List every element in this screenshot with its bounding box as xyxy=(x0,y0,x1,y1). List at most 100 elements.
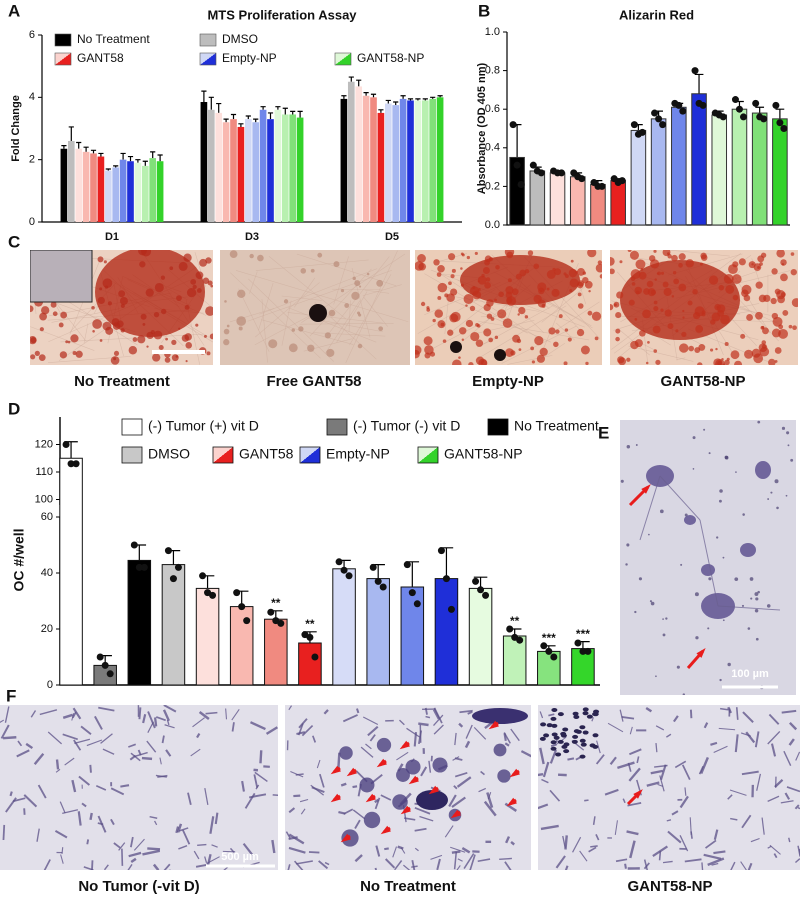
mineral-dot xyxy=(490,317,495,321)
cell xyxy=(780,800,794,804)
dense-cell xyxy=(550,716,557,721)
bar xyxy=(340,98,348,222)
dense-cell xyxy=(573,715,580,720)
mineral-dot xyxy=(137,335,146,344)
cell xyxy=(430,854,443,860)
cell xyxy=(354,854,363,863)
cell xyxy=(54,829,68,839)
cell xyxy=(720,707,729,711)
legend-label: GANT58 xyxy=(239,446,294,462)
cell xyxy=(478,787,487,793)
mineral-dot xyxy=(452,359,462,365)
mineral-dot xyxy=(610,304,614,311)
mineral-dot xyxy=(30,337,37,344)
mineral-dot xyxy=(324,332,331,339)
mineral-dot xyxy=(717,309,725,317)
cell xyxy=(414,827,427,832)
panel-label: A xyxy=(8,1,20,20)
cell xyxy=(298,718,308,729)
cell xyxy=(195,864,207,868)
mineral-dot xyxy=(694,306,705,317)
mineral-dot xyxy=(539,347,548,357)
y-tick-label: 6 xyxy=(29,29,35,41)
mineral-dot xyxy=(146,345,149,348)
bar xyxy=(237,126,245,222)
cell xyxy=(784,792,791,800)
dense-cell xyxy=(551,732,558,737)
mineral-dot xyxy=(495,265,500,270)
mineral-dot xyxy=(716,306,719,309)
data-point xyxy=(675,101,683,109)
cell xyxy=(223,866,229,870)
significance: *** xyxy=(542,631,556,645)
mineral-dot xyxy=(483,303,491,312)
mineral-dot xyxy=(72,350,77,355)
mineral-dot xyxy=(512,334,521,343)
cell xyxy=(55,759,60,770)
mineral-dot xyxy=(741,289,749,297)
cell xyxy=(153,717,158,727)
cell xyxy=(425,715,431,719)
mineral-dot xyxy=(726,357,730,361)
error-bar xyxy=(157,154,163,162)
data-point xyxy=(413,600,421,608)
cell xyxy=(549,749,557,764)
mineral-dot xyxy=(710,319,716,325)
mineral-dot xyxy=(128,346,138,355)
mineral-dot xyxy=(105,326,114,335)
mineral-dot xyxy=(366,272,370,276)
mineral-dot xyxy=(451,268,456,273)
mineral-dot xyxy=(118,290,126,298)
bar xyxy=(161,564,186,686)
data-point xyxy=(517,180,525,188)
cell xyxy=(163,705,177,713)
mineral-dot xyxy=(153,311,160,318)
panel-label: C xyxy=(8,232,20,251)
caption: No Treatment xyxy=(360,878,456,895)
cell xyxy=(163,863,171,870)
bar xyxy=(502,635,527,686)
dense-cell xyxy=(557,712,564,717)
arrow-head xyxy=(450,809,461,819)
mineral-dot xyxy=(310,268,315,273)
arrow-head xyxy=(380,825,391,835)
mineral-dot xyxy=(546,270,556,279)
mineral-dot xyxy=(730,350,740,360)
cell xyxy=(477,858,491,863)
cell xyxy=(432,709,440,720)
mineral-dot xyxy=(790,268,797,276)
cell xyxy=(539,711,544,719)
legend-swatch xyxy=(54,33,72,47)
cell xyxy=(754,731,760,748)
data-point xyxy=(437,547,445,555)
mineral-dot xyxy=(697,362,703,365)
mineral-dot xyxy=(236,316,247,326)
mineral-dot xyxy=(642,309,651,319)
caption: No Treatment xyxy=(74,373,170,390)
mineral-dot xyxy=(39,312,48,321)
speck xyxy=(766,604,771,608)
mineral-dot xyxy=(760,325,765,330)
cell xyxy=(548,713,555,717)
mineral-dot xyxy=(196,288,202,293)
process xyxy=(659,475,701,521)
mineral-dot xyxy=(30,354,36,360)
y-tick-label: 120 xyxy=(35,438,53,450)
data-point xyxy=(482,591,490,599)
error-bar xyxy=(267,112,274,120)
error-bar xyxy=(407,98,414,101)
cell xyxy=(628,767,641,782)
cell xyxy=(453,851,458,870)
x-tick-label: D3 xyxy=(245,231,259,243)
data-point xyxy=(691,67,699,75)
cell xyxy=(503,733,507,741)
cell xyxy=(461,847,471,854)
cell xyxy=(730,861,736,870)
mineral-dot xyxy=(437,320,446,329)
mineral-dot xyxy=(738,258,746,266)
cell xyxy=(458,722,464,728)
cell xyxy=(657,783,664,787)
mineral-dot xyxy=(599,274,602,279)
cell xyxy=(360,746,374,758)
error-bar xyxy=(253,118,259,123)
